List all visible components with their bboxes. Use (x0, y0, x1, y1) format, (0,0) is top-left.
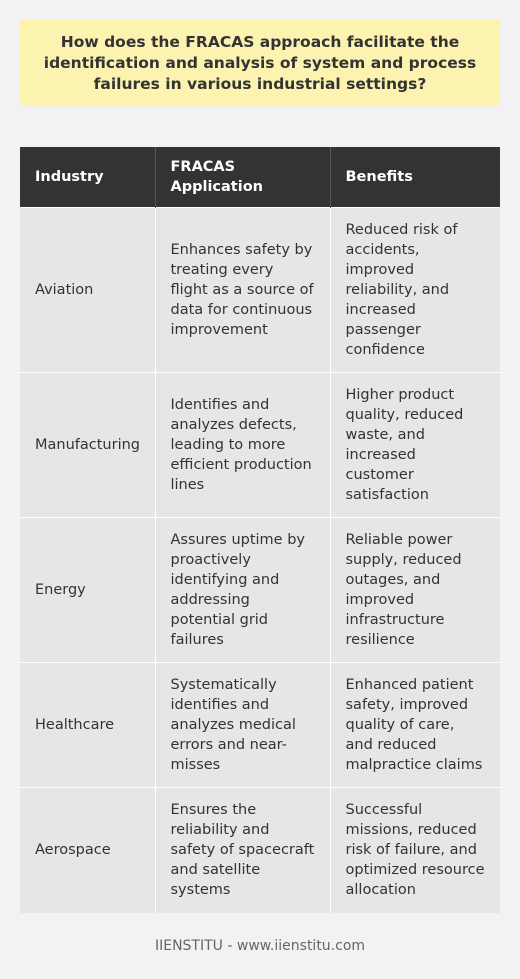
application-cell: Ensures the reliability and safety of sp… (154, 787, 330, 913)
industry-cell: Energy (20, 517, 155, 663)
benefits-cell: Reduced risk of accidents, improved reli… (329, 207, 500, 373)
question-text: How does the FRACAS approach facilitate … (43, 32, 477, 93)
benefits-cell: Reliable power supply, reduced outages, … (329, 517, 500, 663)
fracas-table: Industry FRACAS Application Benefits Avi… (20, 147, 500, 913)
industry-cell: Healthcare (20, 662, 155, 788)
header-industry: Industry (20, 147, 155, 208)
table-header-row: Industry FRACAS Application Benefits (20, 147, 500, 208)
table-row: Aerospace Ensures the reliability and sa… (20, 787, 500, 913)
footer-credit: IIENSTITU - www.iienstitu.com (154, 938, 366, 954)
question-box: How does the FRACAS approach facilitate … (20, 20, 500, 106)
table-row: Healthcare Systematically identifies and… (20, 662, 500, 788)
industry-cell: Aviation (20, 207, 155, 373)
table-row: Aviation Enhances safety by treating eve… (20, 207, 500, 373)
application-cell: Systematically identifies and analyzes m… (154, 662, 330, 788)
benefits-cell: Higher product quality, reduced waste, a… (329, 372, 500, 518)
table-row: Energy Assures uptime by proactively ide… (20, 517, 500, 663)
table-row: Manufacturing Identifies and analyzes de… (20, 372, 500, 518)
header-fracas-application: FRACAS Application (154, 147, 330, 208)
application-cell: Enhances safety by treating every flight… (154, 207, 330, 373)
benefits-cell: Enhanced patient safety, improved qualit… (329, 662, 500, 788)
application-cell: Identifies and analyzes defects, leading… (154, 372, 330, 518)
industry-cell: Manufacturing (20, 372, 155, 518)
industry-cell: Aerospace (20, 787, 155, 913)
header-benefits: Benefits (329, 147, 500, 208)
benefits-cell: Successful missions, reduced risk of fai… (329, 787, 500, 913)
application-cell: Assures uptime by proactively identifyin… (154, 517, 330, 663)
